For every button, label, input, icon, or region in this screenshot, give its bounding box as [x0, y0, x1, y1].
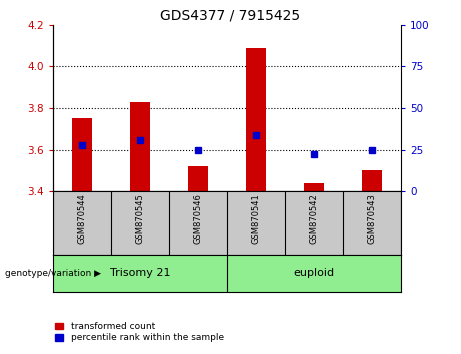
Text: GSM870545: GSM870545 — [136, 193, 145, 244]
Text: euploid: euploid — [294, 268, 335, 279]
Text: GSM870543: GSM870543 — [367, 193, 377, 244]
Bar — [304, 183, 324, 191]
Bar — [246, 48, 266, 191]
Text: GSM870541: GSM870541 — [252, 193, 260, 244]
Bar — [362, 170, 382, 191]
Text: Trisomy 21: Trisomy 21 — [110, 268, 170, 279]
Text: genotype/variation ▶: genotype/variation ▶ — [5, 269, 100, 278]
Text: GSM870544: GSM870544 — [77, 193, 87, 244]
Bar — [188, 166, 208, 191]
Bar — [72, 118, 92, 191]
Legend: transformed count, percentile rank within the sample: transformed count, percentile rank withi… — [55, 322, 224, 342]
Text: GDS4377 / 7915425: GDS4377 / 7915425 — [160, 9, 301, 23]
Text: GSM870542: GSM870542 — [309, 193, 319, 244]
Bar — [130, 102, 150, 191]
Text: GSM870546: GSM870546 — [194, 193, 202, 244]
